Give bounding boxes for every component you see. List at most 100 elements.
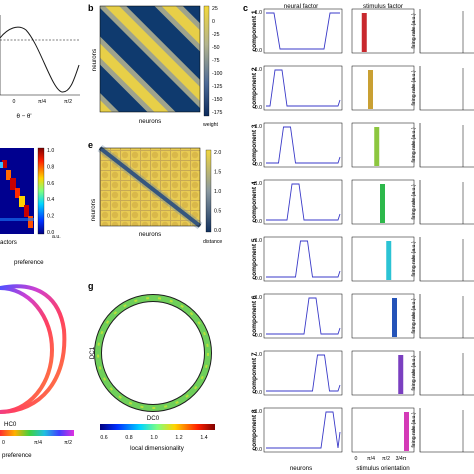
firing-rate-plot [419, 294, 474, 339]
panel-e-colorbar-tick-4: 0.0 [214, 228, 221, 234]
panel-e-diagonal-halo [97, 144, 203, 230]
panel-c-xlabel-orientation: stimulus orientation [356, 465, 410, 472]
stimulus-xtick-3: 3/4π [396, 456, 407, 462]
stimulus-factor-plot [351, 8, 415, 54]
neural-ytick-top: 1.0 [255, 295, 262, 301]
stimulus-factor-plot [351, 65, 415, 111]
component-name: component 8 [251, 409, 258, 450]
panel-g-colorbar-label: local dimensionality [130, 445, 185, 452]
panel-g: g DC0 DC1 0.6 0.8 1.0 1.2 1.4 local dimensio… [88, 281, 215, 452]
panel-b-colorbar-tick-6: -125 [212, 84, 222, 90]
firing-rate-plot [419, 408, 474, 453]
panel-g-colorbar-tick-3: 1.2 [175, 435, 182, 441]
panel-d-cell [2, 160, 7, 168]
panel-f-colorbar [0, 430, 74, 436]
panel-a-xlabel: θ − θ' [16, 113, 31, 120]
neural-factor-curve [266, 297, 341, 335]
panel-d-colorbar-label: a.u. [52, 234, 61, 240]
panel-d-cell [24, 205, 29, 217]
component-row: component 11.0 0.0 firing rate (a.u.) [251, 8, 474, 54]
panel-g-colorbar-ticks: 0.6 0.8 1.0 1.2 1.4 [100, 435, 207, 441]
panel-f-tick-2: π/2 [64, 440, 72, 446]
stimulus-xtick-1: π/4 [367, 456, 375, 462]
panel-b-colorbar [203, 5, 210, 117]
panel-e-label: e [88, 140, 93, 150]
neural-ytick-bottom: 0.0 [255, 333, 262, 339]
panel-f-tick-1: π/4 [34, 440, 42, 446]
firing-rate-ylabel: firing rate (a.u.) [411, 127, 417, 162]
firing-rate-plot [419, 351, 474, 396]
firing-rate-ylabel: firing rate (a.u.) [411, 241, 417, 276]
component-row: component 61.0 0.0 firing rate (a.u.) [251, 293, 474, 339]
neural-ytick-top: 1.0 [255, 67, 262, 73]
panel-b-colorbar-tick-3: -50 [212, 45, 220, 51]
panel-f-axis-label: HC0 [4, 421, 17, 428]
neural-factor-curve [266, 12, 340, 50]
stimulus-factor-bar [398, 355, 404, 394]
firing-rate-ylabel: firing rate (a.u.) [411, 13, 417, 48]
panel-c-xlabel-neurons: neurons [290, 465, 312, 472]
component-row: component 41.0 0.0 firing rate (a.u.) [251, 179, 474, 225]
panel-b-colorbar-tick-7: -150 [212, 97, 222, 103]
panel-d-cell [28, 216, 33, 228]
panel-e-diagonal [98, 146, 202, 228]
panel-f: preference HC0 0 π/4 π/2 preference [0, 259, 74, 459]
firing-rate-ylabel: firing rate (a.u.) [411, 412, 417, 447]
panel-g-ring-texture [97, 297, 209, 409]
panel-d-colorbar-tick-0: 1.0 [47, 148, 54, 154]
neural-factor-curve [266, 126, 341, 164]
panel-f-ring-left [0, 286, 54, 414]
component-row: component 81.0 0.0 firing rate (a.u.) [251, 407, 474, 453]
panel-e-colorbar-tick-0: 2.0 [214, 150, 221, 156]
neural-factor-curve [266, 183, 341, 221]
panel-g-colorbar-tick-2: 1.0 [150, 435, 157, 441]
panel-b-colorbar-tick-1: 0 [212, 19, 215, 25]
neural-factor-plot [263, 122, 343, 168]
panel-c-label: c [243, 3, 248, 13]
panel-e-colorbar-tick-3: 0.5 [214, 209, 221, 215]
panel-b-frame [99, 5, 201, 113]
panel-f-colorbar-label: preference [2, 452, 32, 459]
panel-b-colorbar-ticks: 25 0 -25 -50 -75 -100 -125 -150 -175 [212, 6, 222, 116]
component-row: component 51.0 0.0 firing rate (a.u.) [251, 236, 474, 282]
panel-d-colorbar-tick-5: 0.0 [47, 230, 54, 236]
neural-factor-plot [263, 236, 343, 282]
neural-ytick-bottom: 0.0 [255, 48, 262, 54]
panel-a-xtick-2: π/2 [64, 99, 72, 105]
panel-g-label: g [88, 281, 94, 291]
panel-a-xtick-0: 0 [13, 99, 16, 105]
panel-d-colorbar-tick-4: 0.2 [47, 214, 54, 220]
panel-d-cell [15, 188, 20, 198]
neural-ytick-top: 1.0 [255, 409, 262, 415]
panel-d-colorbar-tick-2: 0.6 [47, 181, 54, 187]
component-name: component 5 [251, 238, 258, 279]
stimulus-factor-bar [386, 241, 392, 280]
component-row: component 21.0 0.0 firing rate (a.u.) [251, 65, 474, 111]
panel-d: 1.0 0.8 0.6 0.4 0.2 0.0 a.u. actors [0, 147, 61, 246]
panel-f-ring [0, 284, 67, 414]
neural-ytick-top: 1.0 [255, 124, 262, 130]
panel-e-colorbar-tick-1: 1.5 [214, 170, 221, 176]
panel-d-cell [10, 178, 16, 190]
neural-factor-plot [263, 407, 343, 453]
panel-a: 0 π/4 π/2 θ − θ' [0, 15, 80, 120]
firing-rate-plot [419, 66, 474, 111]
firing-rate-plot [419, 180, 474, 225]
panel-a-axes [0, 15, 80, 96]
panel-f-label: preference [14, 259, 44, 266]
panel-a-curve [0, 26, 80, 93]
firing-rate-plot [419, 123, 474, 168]
neural-ytick-bottom: 0.0 [255, 219, 262, 225]
stimulus-factor-bar [404, 412, 409, 451]
component-name: component 4 [251, 181, 258, 222]
panel-e-colorbar-tick-2: 1.0 [214, 189, 221, 195]
component-name: component 2 [251, 67, 258, 108]
panel-g-colorbar-tick-4: 1.4 [200, 435, 207, 441]
stimulus-factor-bar [361, 13, 367, 52]
component-name: component 1 [251, 10, 258, 51]
panel-d-colorbar-ticks: 1.0 0.8 0.6 0.4 0.2 0.0 [47, 148, 54, 236]
panel-d-cell [19, 196, 25, 207]
panel-b-heatmap [100, 6, 200, 112]
neural-factor-plot [263, 350, 343, 396]
